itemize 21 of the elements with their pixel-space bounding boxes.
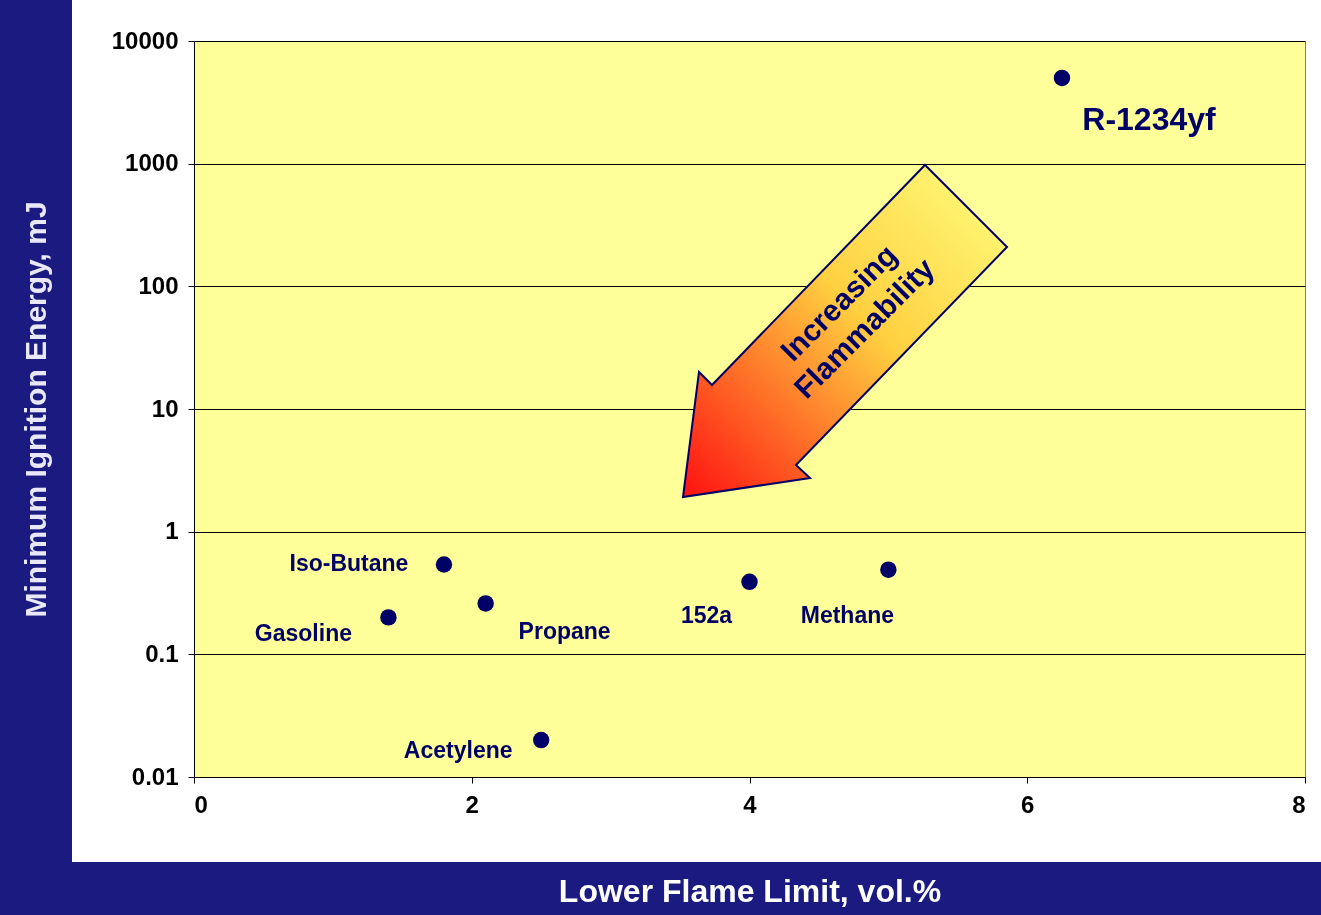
annotation: Acetylene: [403, 737, 513, 764]
x-tick-label: 8: [1292, 790, 1306, 818]
x-tick-label: 4: [743, 790, 758, 818]
annotation: Iso-Butane: [289, 550, 409, 577]
annotation: R-1234yf: [1082, 100, 1217, 137]
y-tick-label: 1: [165, 517, 179, 545]
x-tick-label: 6: [1021, 790, 1035, 818]
y-tick-label: 100: [138, 271, 179, 299]
y-tick-label: 10: [151, 394, 179, 422]
y-tick-label: 1000: [125, 149, 179, 177]
y-tick-label: 10000: [111, 26, 179, 54]
y-tick-label: 0.01: [131, 762, 179, 790]
y-axis-title: Minimum Ignition Energy, mJ: [18, 201, 52, 618]
annotation: 152a: [680, 601, 733, 628]
x-tick-label: 0: [194, 790, 208, 818]
x-tick-label: 2: [465, 790, 479, 818]
annotation: Propane: [518, 618, 611, 645]
y-tick-label: 0.1: [145, 639, 179, 667]
x-axis-title: Lower Flame Limit, vol.%: [558, 872, 942, 909]
annotation: Methane: [800, 601, 895, 628]
annotation: Gasoline: [254, 620, 352, 647]
